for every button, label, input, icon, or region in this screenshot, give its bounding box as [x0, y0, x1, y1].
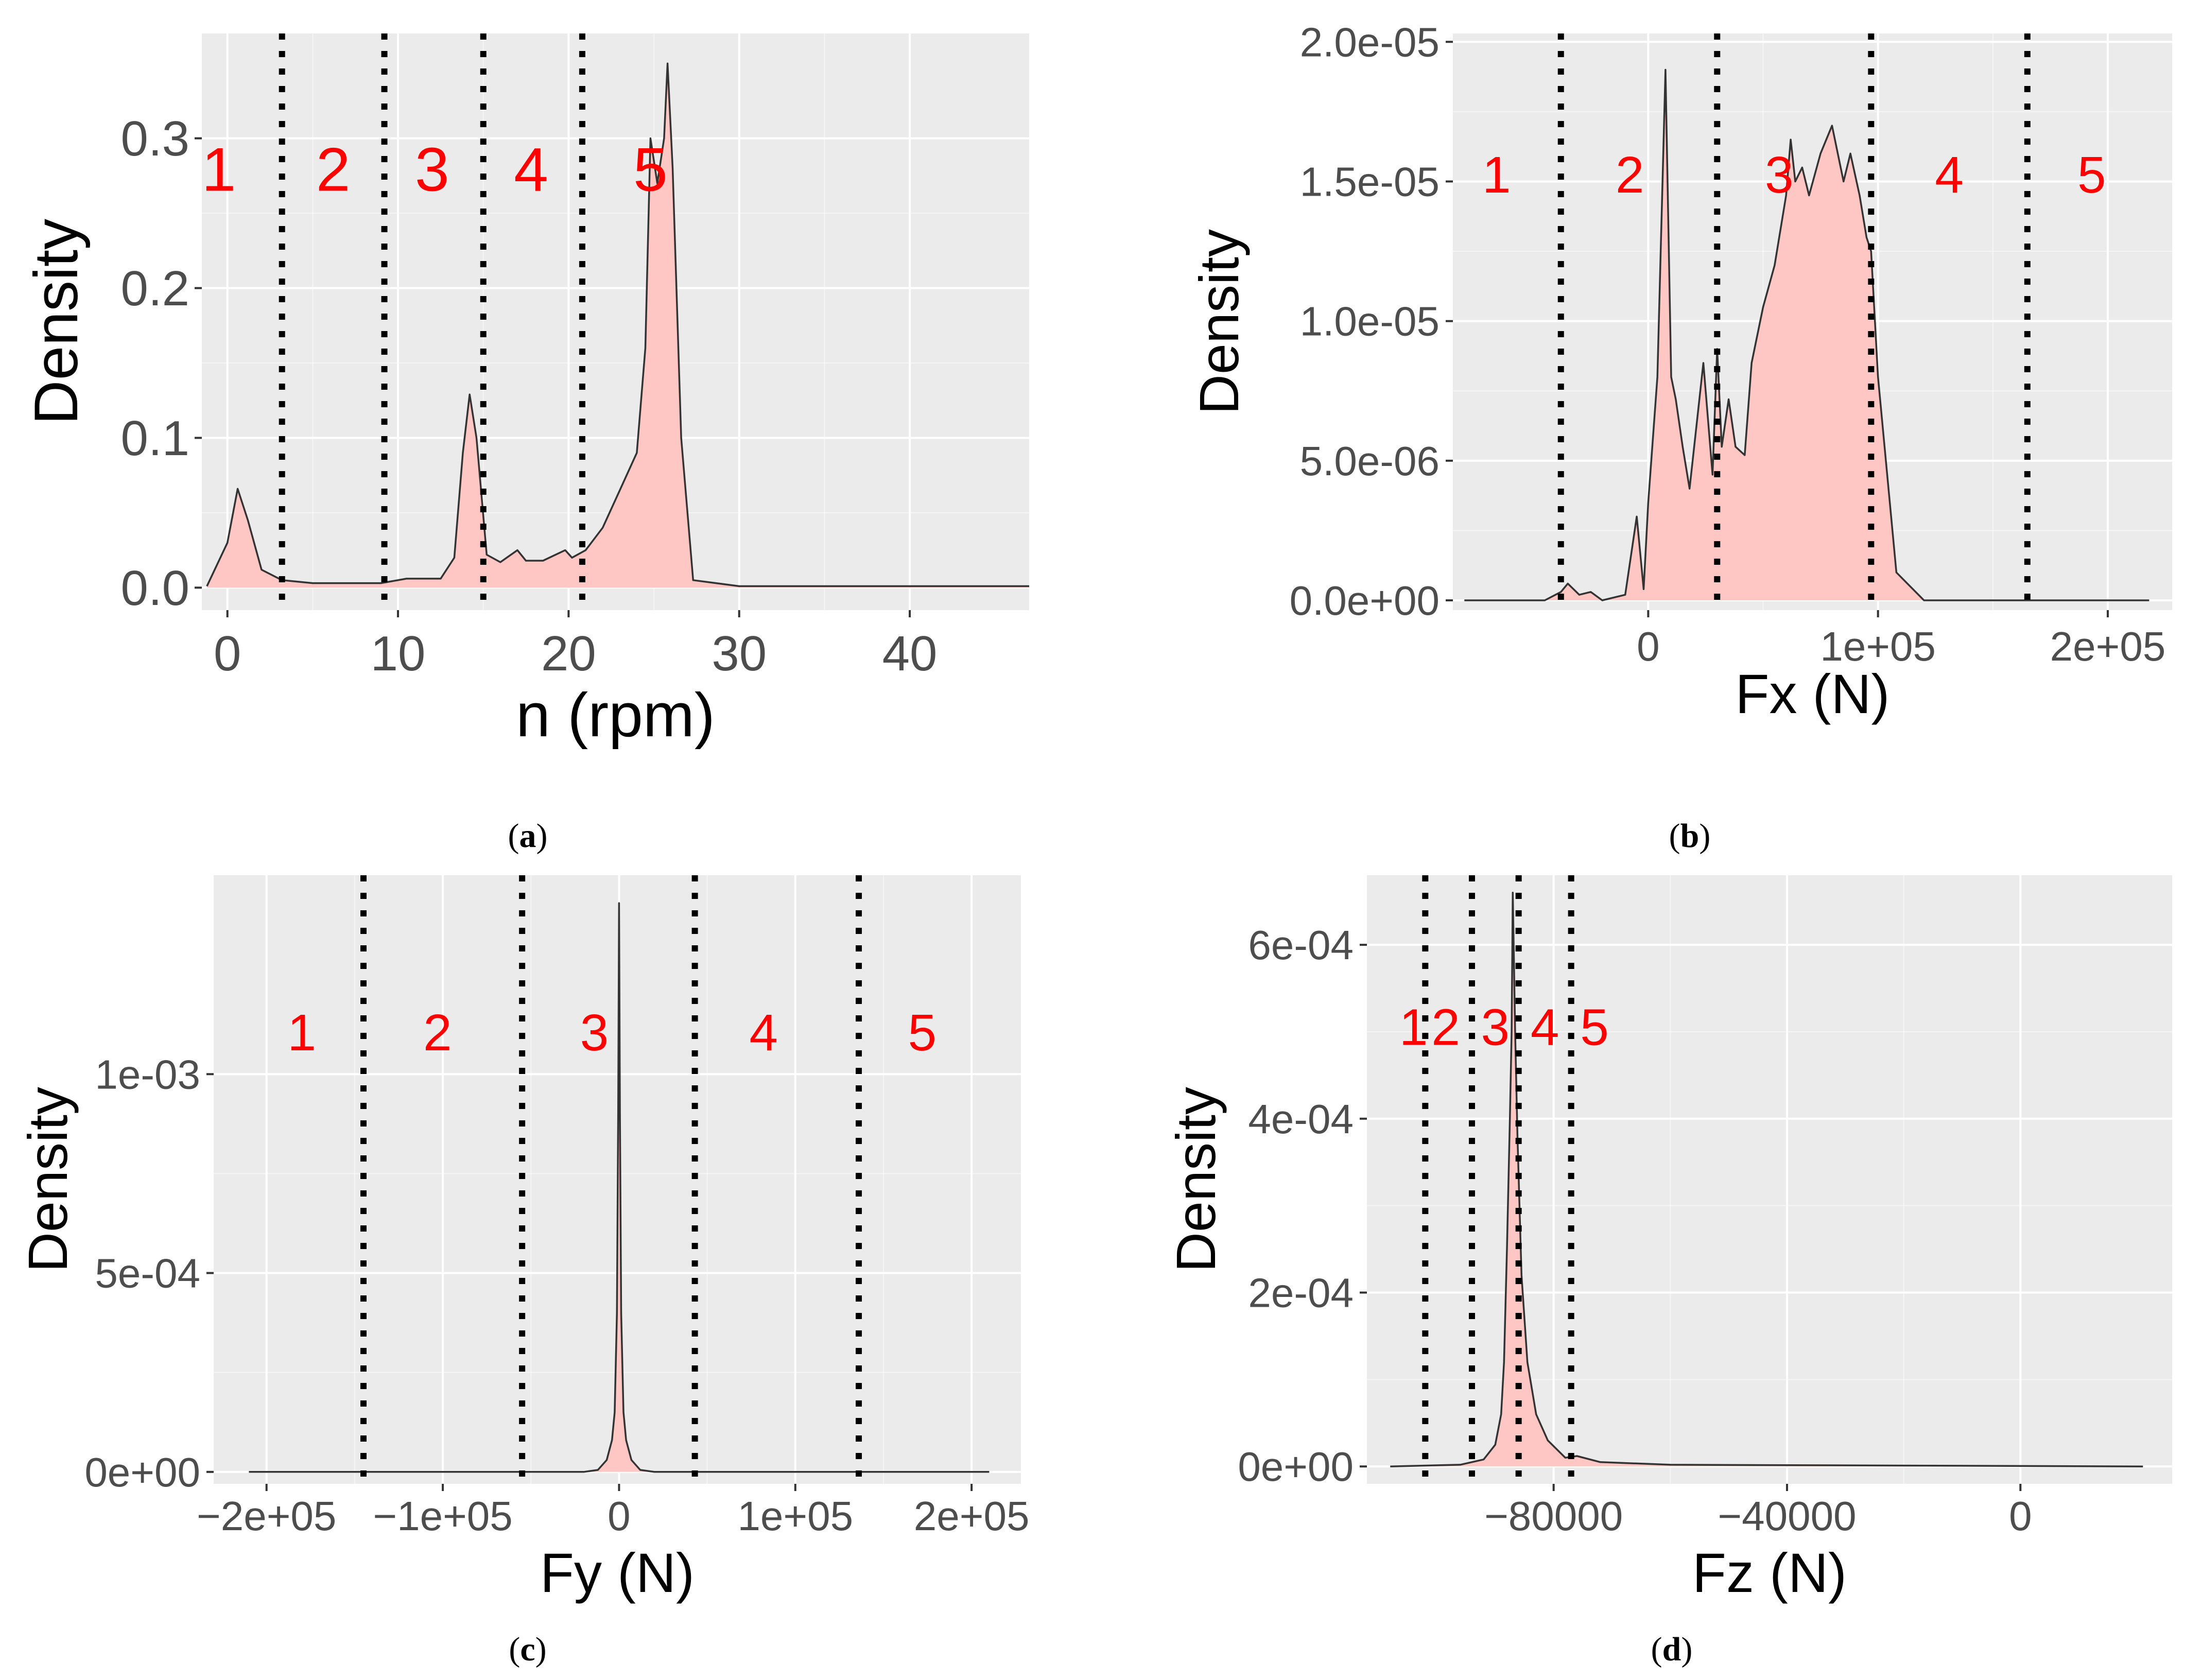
- y-tick-label: 0.1: [121, 411, 189, 466]
- region-label: 2: [423, 1004, 452, 1062]
- caption-open-paren: (: [1651, 1631, 1662, 1668]
- x-tick-label: 30: [712, 626, 767, 681]
- region-label: 1: [1399, 998, 1428, 1056]
- region-label: 1: [287, 1004, 316, 1062]
- y-tick-label: 0.0: [121, 561, 189, 616]
- density-curve: [249, 902, 990, 1473]
- region-label: 3: [415, 135, 449, 204]
- x-tick-label: 1e+05: [737, 1493, 853, 1539]
- region-label: 1: [202, 135, 236, 204]
- region-label: 2: [316, 135, 351, 204]
- x-tick-label: −1e+05: [373, 1493, 512, 1539]
- region-label: 1: [1482, 146, 1511, 204]
- y-tick-label: 0.3: [121, 111, 189, 166]
- region-label: 2: [1616, 146, 1644, 204]
- region-label: 3: [1481, 998, 1510, 1056]
- caption-close-paren: ): [535, 1631, 547, 1668]
- x-tick-label: 2e+05: [2050, 623, 2166, 669]
- x-axis-title: Fz (N): [1692, 1542, 1847, 1604]
- region-label: 4: [1935, 146, 1964, 204]
- density-curve: [1464, 68, 2149, 601]
- x-tick-label: 10: [371, 626, 426, 681]
- y-tick-label: 5e-04: [95, 1251, 200, 1296]
- density-area: [1464, 70, 2149, 600]
- x-axis-title: Fy (N): [540, 1542, 695, 1604]
- region-label: 5: [908, 1004, 937, 1062]
- region-label: 5: [1580, 998, 1609, 1056]
- y-tick-label: 4e-04: [1248, 1096, 1354, 1142]
- y-tick-label: 2e-04: [1248, 1270, 1354, 1316]
- x-tick-label: 0: [608, 1493, 631, 1539]
- chart-panel-c: −2e+05 −1e+05 0 1e+05 2e+05 0e+00 5e-04 1e-03 1 2…: [16, 875, 1029, 1668]
- x-tick-label: −2e+05: [197, 1493, 336, 1539]
- panel-caption: (b): [1669, 817, 1711, 855]
- caption-letter: d: [1662, 1631, 1681, 1668]
- region-label: 5: [2077, 146, 2106, 204]
- y-tick-label: 1.5e-05: [1300, 159, 1440, 204]
- x-tick-label: 2e+05: [914, 1493, 1030, 1539]
- y-axis-title: Density: [16, 1087, 79, 1272]
- y-tick-label: 0.0e+00: [1290, 578, 1440, 623]
- y-tick-label: 5.0e-06: [1300, 438, 1440, 484]
- region-label: 3: [1765, 146, 1794, 204]
- chart-panel-a: 0 10 20 30 40 0.0 0.1 0.2 0.3 1 2 3 4 5 n (rpm) Density…: [22, 33, 1029, 855]
- region-label: 2: [1431, 998, 1460, 1056]
- y-axis-title: Density: [22, 219, 91, 425]
- x-tick-label: 40: [882, 626, 938, 681]
- caption-close-paren: ): [1699, 817, 1710, 855]
- region-label: 4: [514, 135, 548, 204]
- caption-letter: a: [519, 817, 536, 855]
- caption-close-paren: ): [1681, 1631, 1692, 1668]
- y-axis-title: Density: [1165, 1087, 1227, 1272]
- panel-caption: (a): [508, 817, 548, 855]
- x-tick-label: −40000: [1718, 1493, 1856, 1539]
- panel-caption: (d): [1651, 1631, 1693, 1668]
- caption-open-paren: (: [509, 1631, 520, 1668]
- x-tick-label: 0: [2009, 1493, 2032, 1539]
- y-tick-label: 6e-04: [1248, 922, 1354, 968]
- region-label: 4: [749, 1004, 778, 1062]
- x-tick-label: 0: [1637, 623, 1660, 669]
- y-tick-label: 1e-03: [95, 1051, 200, 1097]
- caption-letter: b: [1680, 817, 1700, 855]
- y-tick-label: 2.0e-05: [1300, 19, 1440, 65]
- x-tick-label: 0: [214, 626, 241, 681]
- region-label: 4: [1531, 998, 1559, 1056]
- plot-panel-background: [1367, 875, 2172, 1484]
- chart-panel-d: −80000 −40000 0 0e+00 2e-04 4e-04 6e-04 1 2 3 4 5 Fz…: [1165, 875, 2172, 1668]
- caption-open-paren: (: [508, 817, 519, 855]
- x-tick-label: 20: [541, 626, 596, 681]
- x-axis-title: Fx (N): [1736, 663, 1890, 725]
- caption-open-paren: (: [1669, 817, 1680, 855]
- caption-close-paren: ): [536, 817, 548, 855]
- x-axis-title: n (rpm): [516, 681, 715, 750]
- density-curve: [206, 62, 1029, 587]
- chart-panel-b: 0 1e+05 2e+05 0.0e+00 5.0e-06 1.0e-05 1.5e-05 2…: [1188, 19, 2172, 855]
- y-tick-label: 0e+00: [1238, 1444, 1354, 1490]
- caption-letter: c: [520, 1631, 535, 1668]
- y-axis-title: Density: [1188, 229, 1250, 414]
- y-tick-label: 0e+00: [84, 1449, 200, 1495]
- y-tick-label: 1.0e-05: [1300, 299, 1440, 344]
- x-tick-label: −80000: [1484, 1493, 1623, 1539]
- x-tick-label: 1e+05: [1820, 623, 1936, 669]
- panel-caption: (c): [509, 1631, 546, 1668]
- density-area: [249, 903, 990, 1472]
- region-label: 5: [633, 135, 668, 204]
- region-label: 3: [580, 1004, 609, 1062]
- y-tick-label: 0.2: [121, 261, 189, 316]
